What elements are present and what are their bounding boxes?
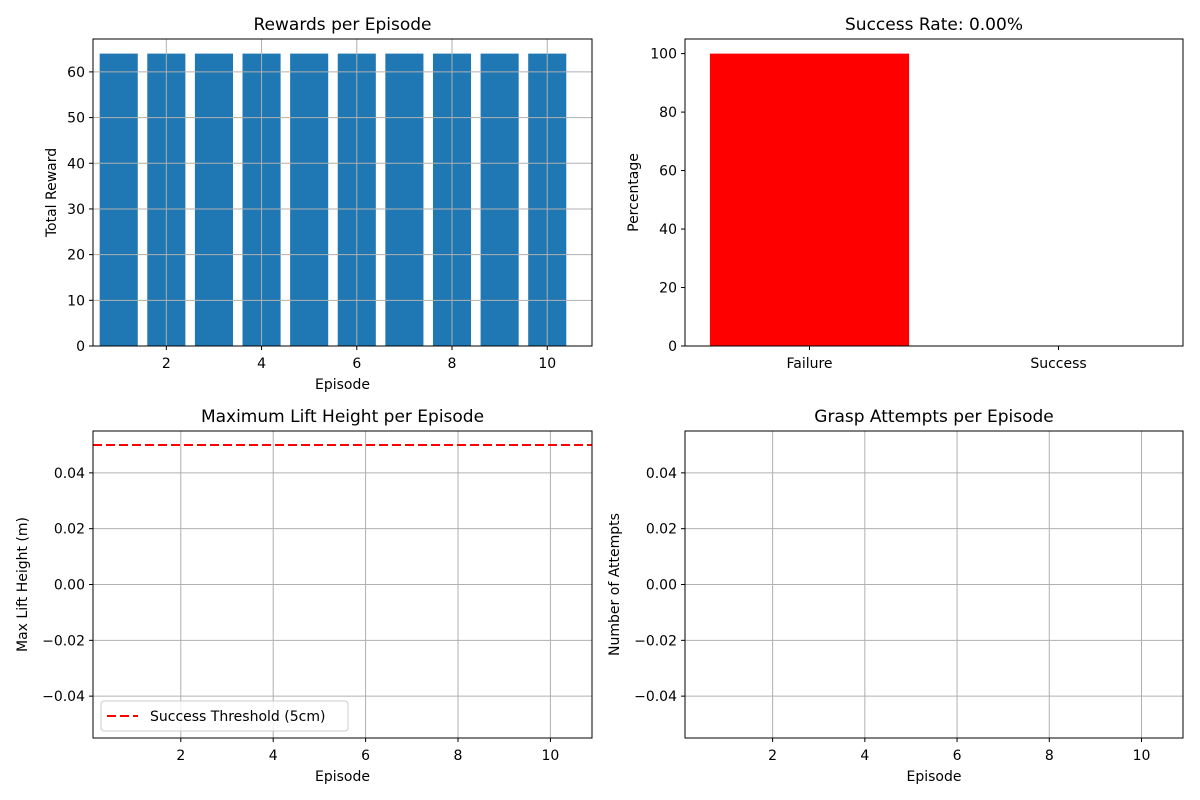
success-y-tick-label: 40: [659, 222, 677, 238]
lift-legend-label: Success Threshold (5cm): [150, 709, 325, 725]
rewards-y-tick-label: 10: [67, 293, 85, 309]
lift-y-tick-label: 0.04: [54, 466, 85, 482]
rewards-x-tick-label: 6: [352, 356, 361, 372]
lift-y-tick-label: −0.04: [42, 689, 85, 705]
success-x-ticks: Failure Success: [786, 346, 1087, 372]
success-ylabel: Percentage: [626, 153, 642, 232]
panel-grasp: Grasp Attempts per Episode 2 4 6 8 10 −0.04−…: [607, 407, 1184, 785]
success-axes-frame: [684, 38, 1184, 347]
rewards-x-tick-label: 4: [257, 356, 266, 372]
lift-x-tick-label: 10: [542, 748, 560, 764]
grasp-x-tick-label: 8: [1045, 748, 1054, 764]
rewards-x-tick-label: 10: [538, 356, 556, 372]
success-x-tick-label: Success: [1030, 356, 1086, 372]
lift-legend-box: [100, 700, 349, 732]
grasp-x-tick-label: 6: [953, 748, 962, 764]
grasp-grid: [685, 431, 1183, 738]
success-bar-failure: [709, 53, 910, 346]
rewards-y-tick-label: 60: [67, 65, 85, 81]
grasp-y-tick-label: 0.00: [646, 578, 677, 594]
lift-ylabel: Max Lift Height (m): [15, 517, 31, 652]
lift-y-tick-label: 0.02: [54, 522, 85, 538]
grasp-title: Grasp Attempts per Episode: [814, 407, 1053, 427]
lift-y-ticks: −0.04 −0.02 0.00 0.02 0.04: [42, 466, 93, 705]
rewards-bar: [480, 53, 519, 346]
success-y-tick-label: 0: [668, 339, 677, 355]
panel-lift: Maximum Lift Height per Episode 2 4 6 8 10 −…: [15, 407, 593, 785]
lift-x-tick-label: 4: [269, 748, 278, 764]
grasp-xlabel: Episode: [907, 769, 962, 785]
panel-rewards: Rewards per Episode 2 4 6 8 10 0 10 20 30 40 50 60…: [44, 15, 593, 393]
rewards-x-ticks: 2 4 6 8 10: [162, 346, 556, 372]
success-y-tick-label: 100: [650, 47, 677, 63]
lift-x-tick-label: 6: [361, 748, 370, 764]
success-y-tick-label: 20: [659, 281, 677, 297]
rewards-y-tick-label: 0: [76, 339, 85, 355]
grasp-x-tick-label: 10: [1133, 748, 1151, 764]
lift-x-ticks: 2 4 6 8 10: [176, 738, 559, 764]
grasp-y-ticks: −0.04 −0.02 0.00 0.02 0.04: [634, 466, 685, 705]
rewards-y-ticks: 0 10 20 30 40 50 60: [67, 65, 93, 355]
success-y-ticks: 0 20 40 60 80 100: [650, 47, 685, 355]
grasp-y-tick-label: 0.04: [646, 466, 677, 482]
success-y-tick-label: 80: [659, 105, 677, 121]
success-title: Success Rate: 0.00%: [845, 15, 1023, 35]
grasp-y-tick-label: −0.02: [634, 633, 677, 649]
lift-y-tick-label: 0.00: [54, 578, 85, 594]
success-y-tick-label: 60: [659, 164, 677, 180]
rewards-axes-frame: [92, 38, 593, 347]
rewards-ylabel: Total Reward: [44, 148, 60, 238]
success-x-tick-label: Failure: [786, 356, 832, 372]
grasp-x-tick-label: 4: [860, 748, 869, 764]
rewards-y-tick-label: 20: [67, 248, 85, 264]
rewards-y-tick-label: 40: [67, 156, 85, 172]
rewards-x-tick-label: 2: [162, 356, 171, 372]
lift-x-tick-label: 2: [176, 748, 185, 764]
rewards-bar: [194, 53, 233, 346]
lift-grid: [93, 431, 592, 738]
grasp-ylabel: Number of Attempts: [607, 513, 623, 656]
lift-xlabel: Episode: [315, 769, 370, 785]
lift-legend: Success Threshold (5cm): [100, 700, 349, 732]
panel-success: Success Rate: 0.00% Failure Success 0 20 40…: [626, 15, 1184, 372]
lift-x-tick-label: 8: [454, 748, 463, 764]
rewards-y-tick-label: 50: [67, 111, 85, 127]
rewards-x-tick-label: 8: [448, 356, 457, 372]
rewards-y-tick-label: 30: [67, 202, 85, 218]
success-bars: [709, 53, 910, 346]
lift-y-tick-label: −0.02: [42, 633, 85, 649]
rewards-bar: [385, 53, 424, 346]
grasp-y-tick-label: 0.02: [646, 522, 677, 538]
grasp-y-tick-label: −0.04: [634, 689, 677, 705]
rewards-bars: [99, 53, 567, 346]
rewards-title: Rewards per Episode: [254, 15, 432, 35]
lift-title: Maximum Lift Height per Episode: [201, 407, 484, 427]
grasp-x-ticks: 2 4 6 8 10: [768, 738, 1150, 764]
rewards-bar: [290, 53, 329, 346]
rewards-bar: [99, 53, 138, 346]
rewards-xlabel: Episode: [315, 377, 370, 393]
grasp-x-tick-label: 2: [768, 748, 777, 764]
